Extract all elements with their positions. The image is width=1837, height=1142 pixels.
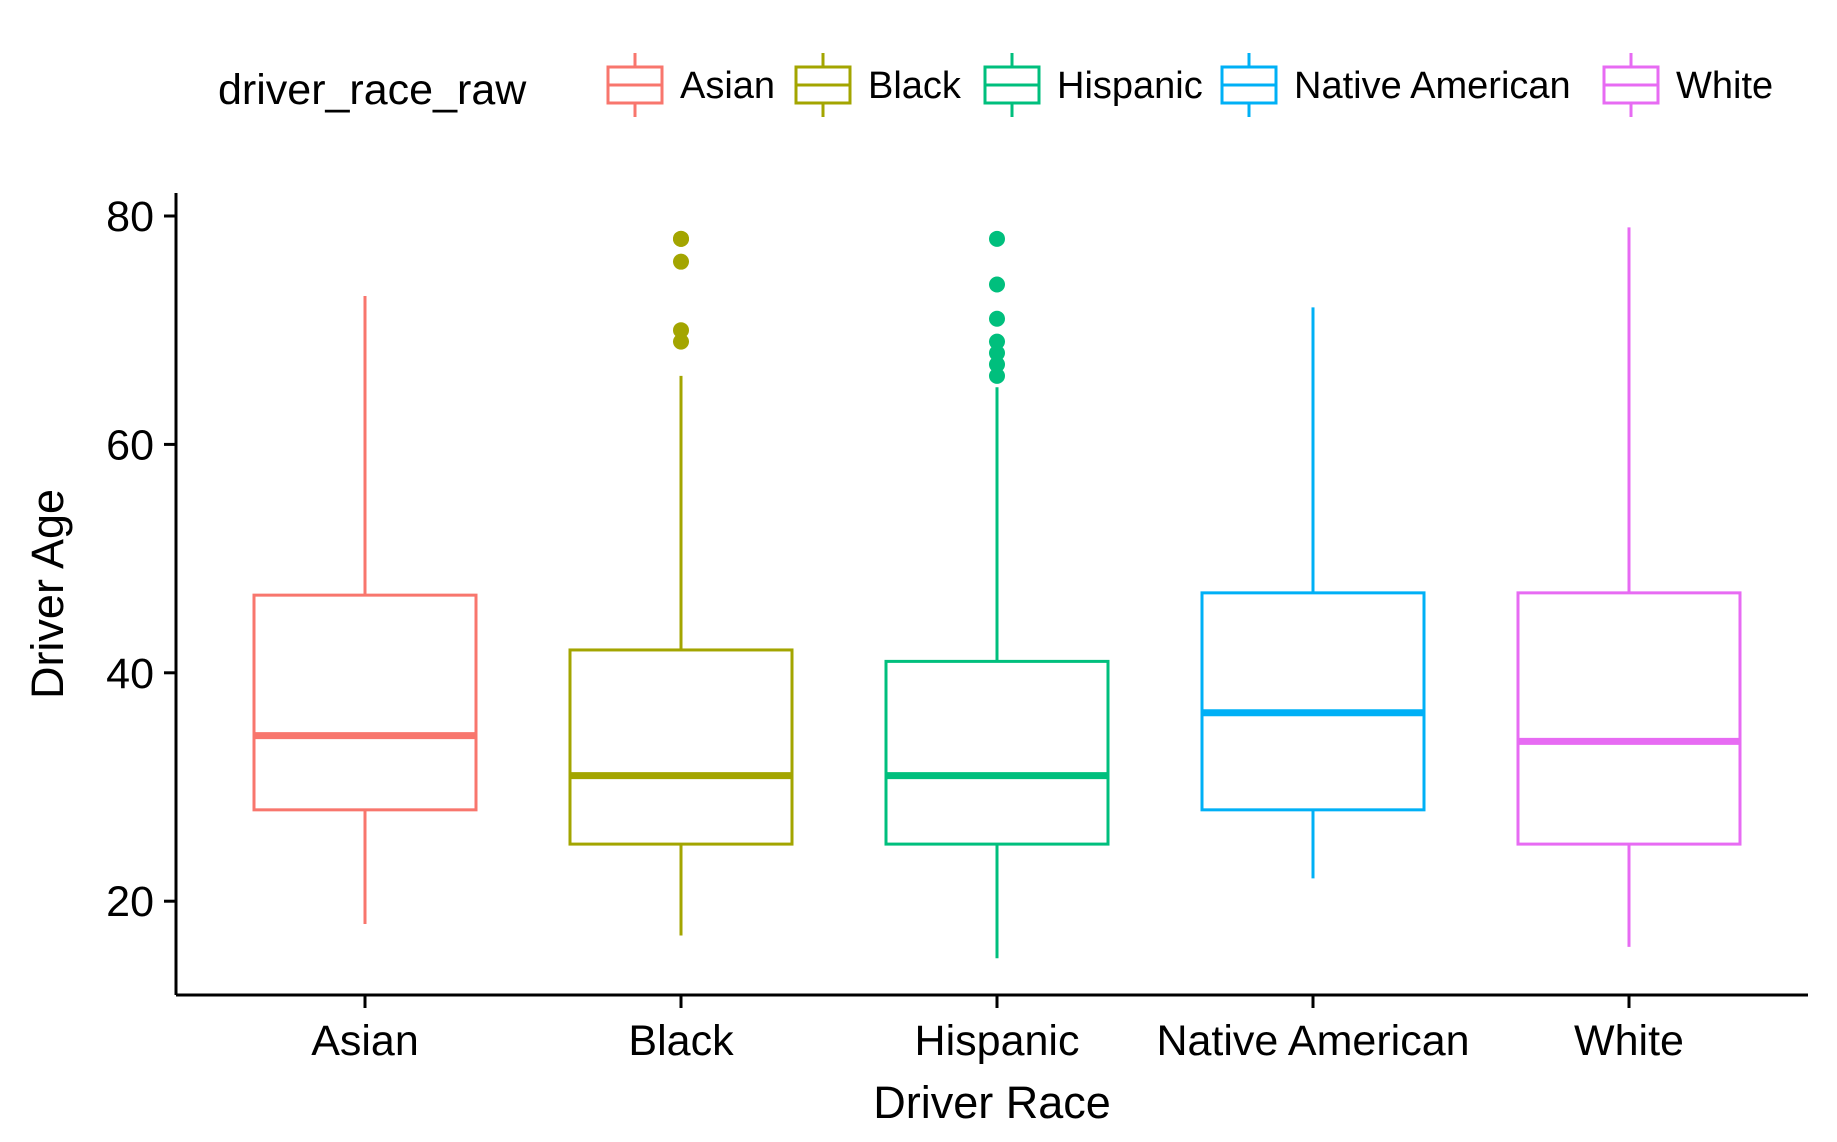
legend-title: driver_race_raw	[218, 66, 527, 114]
legend-key-native-american	[1220, 53, 1278, 117]
legend-key-hispanic	[983, 53, 1041, 117]
outlier-point-hispanic-3	[989, 333, 1005, 350]
box-hispanic	[884, 230, 1110, 959]
x-tick-label-black: Black	[628, 1017, 734, 1065]
legend-label-white: White	[1676, 65, 1773, 107]
iqr-box-black	[568, 648, 794, 846]
outlier-point-black-4	[673, 230, 689, 247]
outlier-point-black-2	[673, 253, 689, 270]
y-axis-ticks: 20 40 60 80	[106, 193, 176, 926]
x-axis-ticks: Asian Black Hispanic Native American White	[311, 995, 1684, 1065]
box-white	[1516, 227, 1742, 947]
boxes	[252, 227, 1742, 959]
legend-key-black	[794, 53, 852, 117]
x-tick-label-white: White	[1574, 1017, 1684, 1065]
y-tick-label-40: 40	[106, 650, 154, 698]
x-tick-label-hispanic: Hispanic	[915, 1017, 1080, 1065]
outlier-point-black-1	[673, 322, 689, 339]
y-tick-label-60: 60	[106, 421, 154, 469]
plot-area: 20 40 60 80 Asian Black Hispanic Native Americ…	[106, 193, 1808, 1065]
x-tick-label-native-american: Native American	[1156, 1017, 1469, 1065]
box-asian	[252, 295, 478, 925]
box-black	[568, 230, 794, 936]
box-native-american	[1200, 307, 1426, 879]
legend-key-white	[1602, 53, 1660, 117]
outlier-point-hispanic-4	[989, 310, 1005, 327]
legend-label-native-american: Native American	[1294, 65, 1571, 107]
outlier-point-hispanic-1	[989, 356, 1005, 373]
legend-label-black: Black	[868, 65, 962, 107]
x-axis-title: Driver Race	[873, 1077, 1111, 1128]
legend-key-asian	[606, 53, 664, 117]
x-tick-label-asian: Asian	[311, 1017, 419, 1065]
y-axis-title: Driver Age	[22, 489, 73, 699]
outlier-point-hispanic-0	[989, 367, 1005, 384]
legend-label-asian: Asian	[680, 65, 775, 107]
y-tick-label-80: 80	[106, 193, 154, 241]
legend-label-hispanic: Hispanic	[1057, 65, 1203, 107]
iqr-box-asian	[252, 593, 478, 812]
iqr-box-hispanic	[884, 659, 1110, 846]
y-tick-label-20: 20	[106, 878, 154, 926]
iqr-box-native-american	[1200, 591, 1426, 812]
outlier-point-black-0	[673, 333, 689, 350]
iqr-box-white	[1516, 591, 1742, 846]
legend: driver_race_raw Asian Black Hispanic Native…	[218, 53, 1773, 117]
outlier-point-hispanic-6	[989, 230, 1005, 247]
outlier-point-hispanic-5	[989, 276, 1005, 293]
outlier-point-hispanic-2	[989, 345, 1005, 362]
